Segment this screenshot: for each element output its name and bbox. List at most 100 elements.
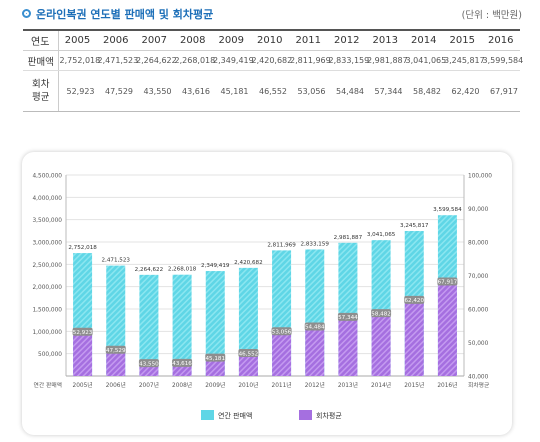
average-label-badge bbox=[205, 353, 226, 362]
right-tick-label: 100,000 bbox=[468, 174, 492, 180]
average-bar bbox=[305, 327, 325, 376]
average-label-badge bbox=[105, 345, 126, 354]
average-bar bbox=[238, 354, 258, 376]
left-tick-label: 4,500,000 bbox=[32, 174, 62, 180]
average-bar bbox=[272, 332, 292, 376]
sales-cell: 3,041,065 bbox=[404, 50, 446, 71]
year-header-cell: 2016 bbox=[481, 29, 520, 51]
average-cell: 54,484 bbox=[327, 70, 366, 112]
sales-cell: 3,245,817 bbox=[443, 50, 485, 71]
average-data-label: 52,923 bbox=[73, 330, 93, 336]
average-cell: 43,616 bbox=[173, 70, 212, 112]
year-header-cell: 2008 bbox=[173, 29, 212, 51]
sales-bar bbox=[139, 274, 159, 376]
year-header-cell: 2005 bbox=[58, 29, 97, 51]
sales-data-label: 2,420,682 bbox=[234, 260, 262, 266]
average-label-badge bbox=[371, 309, 392, 318]
average-label-badge bbox=[138, 359, 159, 368]
right-tick-label: 80,000 bbox=[468, 241, 489, 247]
sales-data-label: 2,349,419 bbox=[201, 263, 230, 269]
unit-label: (단위 : 백만원) bbox=[461, 10, 522, 21]
average-bar bbox=[437, 282, 457, 376]
sales-data-label: 3,245,817 bbox=[400, 223, 429, 229]
average-cell: 67,917 bbox=[481, 70, 520, 112]
sales-row: 판매액 2,752,018 2,471,523 2,264,622 2,268,018… bbox=[23, 50, 523, 71]
sales-cell: 2,471,523 bbox=[96, 50, 138, 71]
legend-sales-label: 연간 판매액 bbox=[218, 411, 252, 420]
year-header-cell: 2011 bbox=[289, 29, 328, 51]
year-header-cell: 2009 bbox=[212, 29, 251, 51]
category-label: 2006년 bbox=[106, 381, 126, 389]
sales-data-label: 2,833,159 bbox=[301, 241, 330, 247]
sales-data-label: 2,981,887 bbox=[334, 235, 363, 241]
category-label: 2005년 bbox=[73, 381, 93, 389]
average-bar bbox=[338, 317, 358, 376]
average-label-badge bbox=[337, 312, 358, 321]
average-label-badge bbox=[304, 322, 325, 331]
average-cell: 57,344 bbox=[366, 70, 405, 112]
chart-panel bbox=[22, 152, 512, 435]
average-data-label: 62,420 bbox=[404, 298, 424, 304]
left-tick-label: 1,000,000 bbox=[32, 330, 62, 336]
average-cell: 46,552 bbox=[250, 70, 289, 112]
sales-data-label: 2,811,969 bbox=[267, 242, 296, 248]
sales-data-label: 2,264,622 bbox=[135, 267, 163, 273]
category-label: 2010년 bbox=[238, 381, 258, 389]
average-cell: 45,181 bbox=[212, 70, 251, 112]
category-label: 2015년 bbox=[404, 381, 424, 389]
sales-cell: 2,833,159 bbox=[327, 50, 369, 71]
average-cell: 47,529 bbox=[96, 70, 135, 112]
average-data-label: 45,181 bbox=[205, 356, 225, 362]
sales-cell: 2,752,018 bbox=[58, 50, 100, 71]
left-axis-title: 연간 판매액 bbox=[33, 381, 62, 389]
legend-sales-swatch bbox=[201, 410, 214, 420]
year-header-cell: 2006 bbox=[96, 29, 135, 51]
left-tick-label: 2,000,000 bbox=[32, 285, 62, 291]
right-axis-title: 회차평균 bbox=[468, 381, 490, 389]
average-data-label: 58,482 bbox=[371, 311, 391, 317]
average-cell: 58,482 bbox=[404, 70, 443, 112]
average-cell: 52,923 bbox=[58, 70, 97, 112]
sales-cell: 2,420,682 bbox=[250, 50, 292, 71]
average-data-label: 43,616 bbox=[172, 361, 192, 367]
sales-cell: 2,349,419 bbox=[212, 50, 254, 71]
year-header-cell: 2015 bbox=[443, 29, 482, 51]
left-tick-label: 500,000 bbox=[38, 352, 62, 358]
year-header-row: 연도 2005 2006 2007 2008 2009 2010 2011 2012 2013 2… bbox=[23, 29, 520, 51]
year-header-cell: 2007 bbox=[135, 29, 174, 51]
category-label: 2014년 bbox=[371, 381, 391, 389]
sales-bar bbox=[238, 267, 258, 376]
left-tick-label: 4,000,000 bbox=[32, 196, 62, 202]
average-label-line2: 평균 bbox=[32, 92, 50, 103]
category-label: 2007년 bbox=[139, 381, 159, 389]
left-tick-label: 3,500,000 bbox=[32, 218, 62, 224]
legend-average-label: 회차평균 bbox=[316, 411, 342, 420]
average-bar bbox=[371, 314, 391, 376]
left-tick-label: 3,000,000 bbox=[32, 241, 62, 247]
average-data-label: 57,344 bbox=[338, 315, 358, 321]
sales-data-label: 3,041,065 bbox=[367, 232, 396, 238]
year-header-cell: 2014 bbox=[404, 29, 443, 51]
left-tick-label: 2,500,000 bbox=[32, 263, 62, 269]
sales-cell: 3,599,584 bbox=[481, 50, 523, 71]
average-row: 회차 평균 52,923 47,529 43,550 43,616 45,181 46,55… bbox=[23, 70, 520, 112]
average-label-badge bbox=[437, 277, 458, 286]
sales-data-label: 2,268,018 bbox=[168, 267, 197, 273]
category-label: 2016년 bbox=[437, 381, 457, 389]
category-label: 2008년 bbox=[172, 381, 192, 389]
sales-cell: 2,811,969 bbox=[289, 50, 331, 71]
average-data-label: 67,917 bbox=[438, 280, 458, 286]
average-bar bbox=[106, 350, 126, 376]
sales-bar bbox=[205, 271, 225, 376]
average-data-label: 53,056 bbox=[272, 329, 292, 335]
sales-data-label: 2,752,018 bbox=[68, 245, 97, 251]
average-bar bbox=[172, 363, 192, 376]
average-label-badge bbox=[404, 295, 425, 304]
year-header-cell: 2013 bbox=[366, 29, 405, 51]
sales-data-label: 3,599,584 bbox=[433, 207, 462, 213]
year-header-cell: 2012 bbox=[327, 29, 366, 51]
right-tick-label: 70,000 bbox=[468, 274, 489, 280]
sales-row-label: 판매액 bbox=[23, 50, 59, 71]
right-tick-label: 40,000 bbox=[468, 375, 489, 381]
